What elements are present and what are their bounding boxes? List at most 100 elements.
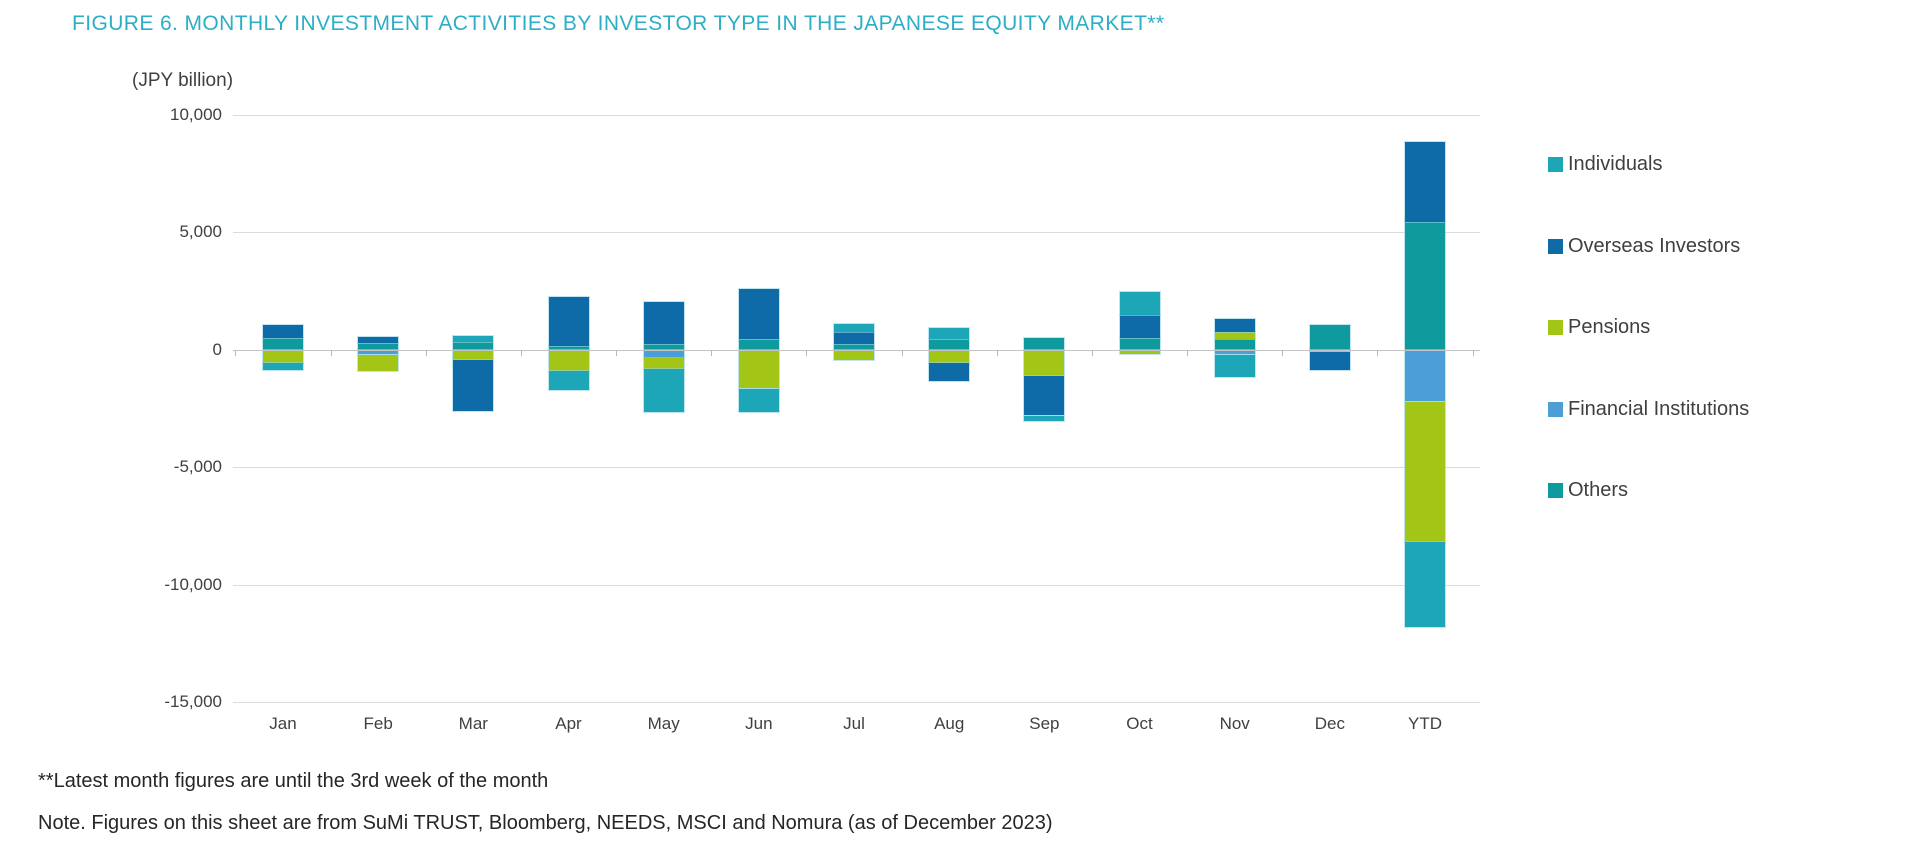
bar-segment-mar-others — [453, 341, 494, 350]
x-axis-tick — [330, 349, 332, 356]
bar-segment-jun-others — [738, 339, 779, 350]
bar-segment-nov-pensions — [1214, 332, 1255, 340]
footnote-source: Note. Figures on this sheet are from SuM… — [38, 812, 1053, 834]
y-gridline — [233, 467, 1480, 469]
legend-item-financial-institutions: Financial Institutions — [1548, 398, 1749, 421]
legend-item-others: Others — [1548, 479, 1628, 502]
legend-swatch-individuals — [1548, 157, 1563, 172]
bar-segment-jul-individuals — [834, 324, 874, 333]
bar-segment-feb-overseas-investors — [358, 336, 399, 343]
bar-segment-sep-others — [1024, 338, 1065, 350]
bar-segment-ytd-financial-institutions — [1405, 349, 1445, 402]
bar-segment-oct-overseas-investors — [1119, 314, 1160, 339]
x-axis-label-ytd: YTD — [1408, 714, 1442, 733]
bar-segment-sep-pensions — [1024, 349, 1065, 376]
bar-segment-sep-overseas-investors — [1024, 375, 1065, 416]
x-axis-tick — [711, 349, 713, 356]
bar-segment-aug-others — [929, 339, 970, 350]
legend-swatch-others — [1548, 483, 1563, 498]
y-gridline — [233, 584, 1480, 586]
bar-segment-aug-pensions — [929, 349, 970, 363]
x-axis-tick — [616, 349, 618, 356]
x-axis-label-feb: Feb — [363, 714, 393, 733]
bar-segment-jan-overseas-investors — [263, 325, 303, 338]
bar-segment-feb-others — [358, 342, 399, 350]
legend-label-pensions: Pensions — [1568, 316, 1651, 338]
bar-segment-may-others — [643, 343, 684, 350]
x-axis-tick — [806, 349, 808, 356]
bar-segment-jun-individuals — [738, 388, 779, 412]
y-axis-tick-label: 5,000 — [179, 222, 222, 242]
bar-segment-ytd-individuals — [1405, 542, 1445, 627]
y-axis-tick-label: -15,000 — [164, 692, 222, 711]
bar-segment-jun-pensions — [738, 349, 779, 389]
x-axis-label-jun: Jun — [745, 714, 773, 733]
bar-segment-aug-individuals — [929, 327, 970, 340]
bar-segment-nov-others — [1214, 339, 1255, 350]
bar-segment-apr-overseas-investors — [548, 297, 589, 347]
x-axis-tick — [235, 349, 237, 356]
x-axis-tick — [1187, 349, 1189, 356]
bar-segment-nov-overseas-investors — [1214, 319, 1255, 333]
bar-segment-apr-pensions — [548, 349, 589, 371]
bar-segment-jul-pensions — [834, 349, 874, 361]
bar-segment-sep-individuals — [1024, 415, 1065, 422]
bar-segment-ytd-overseas-investors — [1405, 142, 1445, 222]
x-axis-tick — [520, 349, 522, 356]
y-axis-tick-label: 10,000 — [170, 105, 222, 124]
x-axis-tick — [1091, 349, 1093, 356]
x-axis-label-nov: Nov — [1219, 714, 1250, 733]
x-axis-label-sep: Sep — [1029, 714, 1060, 733]
bar-segment-apr-individuals — [548, 370, 589, 390]
x-axis-label-may: May — [647, 714, 680, 733]
figure-title: FIGURE 6. MONTHLY INVESTMENT ACTIVITIES … — [72, 12, 1165, 35]
x-axis-tick — [1472, 349, 1474, 356]
bar-segment-aug-overseas-investors — [929, 362, 970, 382]
x-axis-label-apr: Apr — [555, 714, 582, 733]
bar-segment-mar-pensions — [453, 349, 494, 361]
y-axis-tick-label: 0 — [212, 339, 222, 359]
x-axis-label-jul: Jul — [843, 714, 865, 733]
bar-segment-oct-pensions — [1119, 349, 1160, 355]
bar-segment-may-individuals — [643, 368, 684, 412]
bar-segment-jul-overseas-investors — [834, 332, 874, 344]
bar-segment-mar-individuals — [453, 335, 494, 342]
bar-segment-may-pensions — [643, 358, 684, 369]
x-axis-tick — [901, 349, 903, 356]
y-axis-tick-label: -10,000 — [164, 574, 222, 594]
x-axis-label-oct: Oct — [1126, 714, 1153, 733]
bar-segment-feb-pensions — [358, 354, 399, 371]
x-axis-label-mar: Mar — [458, 714, 488, 733]
legend-label-individuals: Individuals — [1568, 153, 1663, 175]
legend-label-others: Others — [1568, 479, 1629, 501]
legend-swatch-overseas-investors — [1548, 238, 1563, 254]
x-axis-label-jan: Jan — [269, 714, 297, 733]
bar-segment-ytd-pensions — [1405, 401, 1445, 543]
bar-segment-mar-overseas-investors — [453, 360, 494, 411]
y-gridline — [233, 115, 1480, 116]
bar-segment-jan-others — [263, 338, 303, 350]
x-axis-tick — [996, 349, 998, 356]
legend-item-individuals: Individuals — [1548, 153, 1663, 176]
bar-segment-may-overseas-investors — [643, 301, 684, 344]
legend-item-overseas-investors: Overseas Investors — [1548, 235, 1740, 258]
legend-label-financial-institutions: Financial Institutions — [1568, 397, 1750, 420]
y-axis-unit-label: (JPY billion) — [132, 70, 234, 91]
bar-segment-dec-pensions — [1309, 349, 1350, 353]
x-axis-zero-line — [233, 349, 1480, 351]
bar-segment-dec-overseas-investors — [1309, 352, 1350, 370]
legend-swatch-financial-institutions — [1548, 401, 1563, 417]
bar-segment-jun-overseas-investors — [738, 288, 779, 340]
bar-segment-nov-financial-institutions — [1214, 349, 1255, 355]
bar-segment-ytd-others — [1405, 221, 1445, 350]
bar-segment-jan-pensions — [263, 349, 303, 363]
legend-item-pensions: Pensions — [1548, 316, 1650, 339]
chart-plot-area — [233, 115, 1480, 703]
y-gridline — [233, 232, 1480, 234]
footnote-latest-month: **Latest month figures are until the 3rd… — [38, 770, 549, 792]
bar-segment-nov-individuals — [1214, 354, 1255, 377]
bar-segment-oct-others — [1119, 338, 1160, 350]
x-axis-label-dec: Dec — [1314, 714, 1345, 733]
x-axis-tick — [1282, 349, 1284, 356]
bar-segment-apr-others — [548, 346, 589, 350]
